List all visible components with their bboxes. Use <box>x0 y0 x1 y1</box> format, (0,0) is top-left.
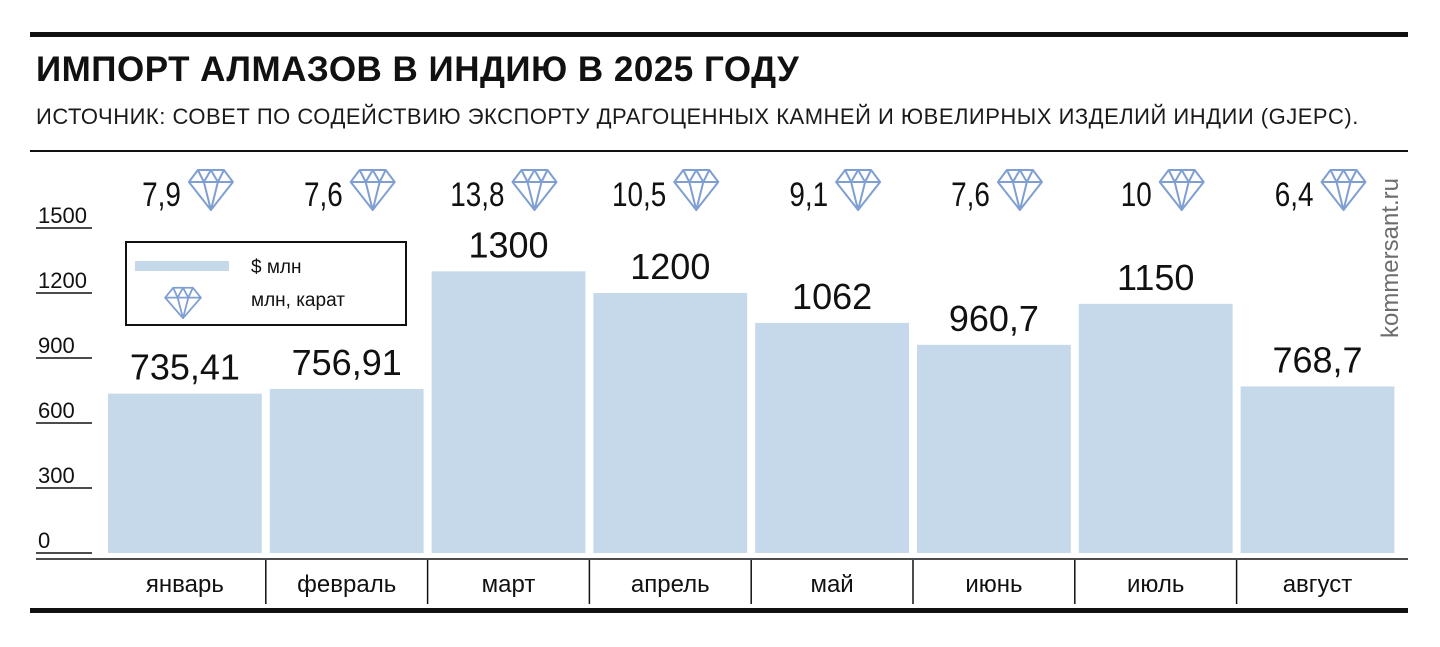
diamond-icon <box>835 169 882 211</box>
legend-usd-swatch <box>135 261 229 271</box>
carat-value-label: 9,1 <box>789 175 828 213</box>
watermark-text: kommersant.ru <box>1377 177 1404 339</box>
category-label: июнь <box>965 571 1022 598</box>
bar-value-label: 1200 <box>630 246 710 287</box>
carat-value-label: 7,6 <box>951 175 990 213</box>
legend: $ млн млн, карат <box>125 241 407 326</box>
diamond-icon <box>1320 169 1367 211</box>
carat-value-label: 10,5 <box>612 175 666 213</box>
bar-value-label: 1150 <box>1117 257 1194 298</box>
category-label: апрель <box>631 571 710 598</box>
carat-value-label: 6,4 <box>1275 175 1314 213</box>
bar-value-label: 735,41 <box>130 347 240 388</box>
legend-diamond-icon <box>164 286 202 320</box>
bar <box>108 393 262 553</box>
legend-carat-label: млн, карат <box>251 290 345 311</box>
bar <box>755 322 909 553</box>
chart-title: ИМПОРТ АЛМАЗОВ В ИНДИЮ В 2025 ГОДУ <box>36 50 800 89</box>
carat-value-label: 10 <box>1121 175 1152 213</box>
carat-value-label: 7,9 <box>142 175 181 213</box>
y-tick-label: 900 <box>38 333 75 358</box>
category-label: август <box>1283 571 1353 598</box>
category-label: март <box>482 571 536 598</box>
diamond-icon <box>349 169 396 211</box>
bar <box>593 293 748 553</box>
diamond-icon <box>996 169 1043 211</box>
bar-value-label: 960,7 <box>949 298 1039 339</box>
bar-value-label: 756,91 <box>292 342 402 383</box>
bar <box>269 389 424 553</box>
diamond-icon <box>1158 169 1205 211</box>
bar <box>1078 303 1233 553</box>
y-tick-label: 0 <box>38 528 50 553</box>
bar-value-label: 1300 <box>468 224 548 265</box>
category-label: январь <box>146 571 224 598</box>
diamond-icon <box>511 169 558 211</box>
category-label: май <box>810 571 853 598</box>
bar <box>917 344 1071 553</box>
diamond-icon <box>673 169 720 211</box>
bar <box>431 271 586 553</box>
y-tick-label: 300 <box>38 463 75 488</box>
chart-subtitle: ИСТОЧНИК: СОВЕТ ПО СОДЕЙСТВИЮ ЭКСПОРТУ Д… <box>36 104 1359 129</box>
diamond-icon <box>187 169 234 211</box>
y-tick-label: 600 <box>38 398 75 423</box>
bar-value-label: 1062 <box>792 276 872 317</box>
header-divider <box>30 150 1408 152</box>
carat-value-label: 7,6 <box>304 175 343 213</box>
carat-value-label: 13,8 <box>450 175 504 213</box>
category-label: февраль <box>297 571 396 598</box>
bar <box>1240 386 1395 553</box>
watermark: kommersant.ru <box>1377 168 1404 348</box>
bottom-rule <box>30 608 1408 613</box>
y-tick-label: 1200 <box>38 268 87 293</box>
top-rule <box>30 32 1408 37</box>
y-tick-label: 1500 <box>38 203 87 228</box>
category-label: июль <box>1127 571 1184 598</box>
bar-value-label: 768,7 <box>1272 339 1362 380</box>
legend-usd-label: $ млн <box>251 257 302 278</box>
